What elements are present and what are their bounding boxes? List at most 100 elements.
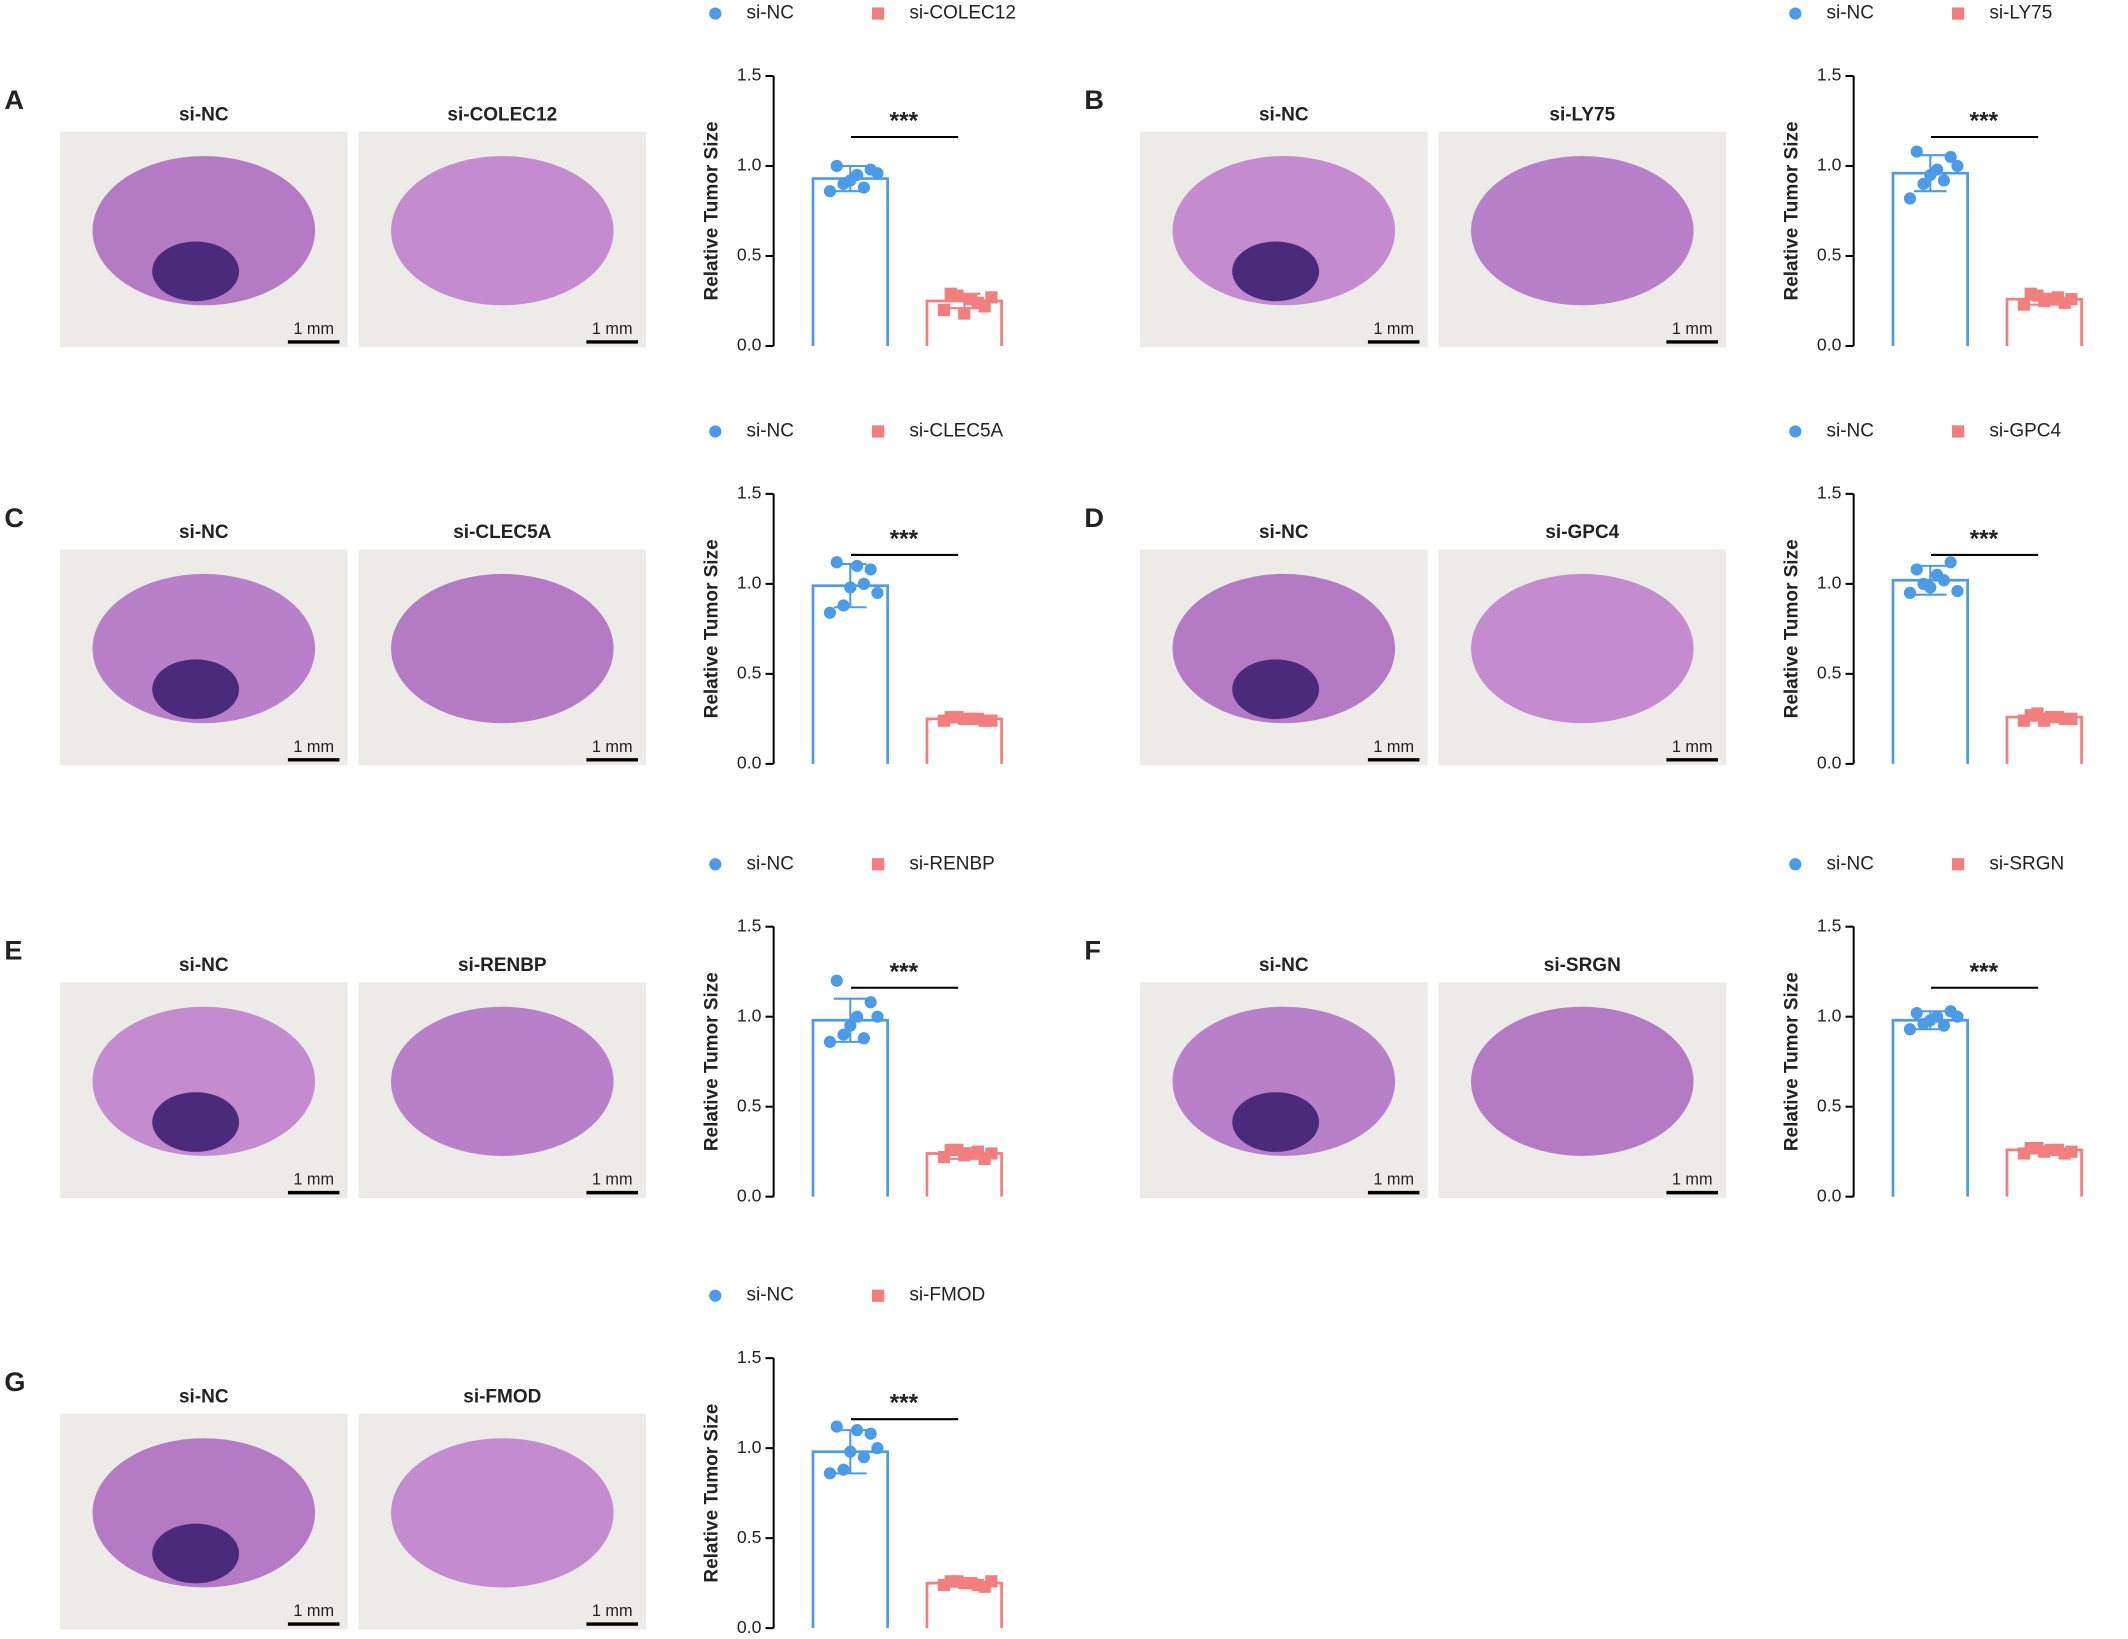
data-point — [2024, 709, 2037, 722]
data-point — [837, 1028, 850, 1041]
y-tick-label: 1.5 — [737, 483, 762, 503]
data-point — [830, 159, 843, 173]
data-point — [844, 174, 857, 187]
legend-marker — [872, 1289, 885, 1302]
tissue-section — [391, 573, 614, 724]
legend-marker — [709, 425, 722, 438]
tissue-section — [1471, 156, 1694, 306]
y-tick-label: 0.0 — [1817, 753, 1842, 773]
data-point — [830, 974, 843, 987]
legend-label: si-NC — [747, 1285, 794, 1306]
y-tick-label: 0.0 — [1817, 335, 1842, 355]
data-point — [1937, 174, 1950, 187]
data-point — [985, 1147, 998, 1160]
scale-label: 1 mm — [293, 1171, 334, 1189]
data-point — [958, 307, 971, 320]
legend-label: si-GPC4 — [1989, 420, 2061, 441]
image-title: si-NC — [179, 1387, 229, 1408]
significance-label: *** — [890, 1390, 919, 1417]
y-tick-label: 1.5 — [737, 1347, 762, 1367]
y-axis-label: Relative Tumor Size — [702, 539, 723, 718]
data-point — [971, 712, 984, 725]
image-title: si-COLEC12 — [447, 104, 557, 125]
data-point — [837, 1463, 850, 1476]
legend-label: si-NC — [1827, 420, 1874, 441]
y-tick-label: 1.0 — [1817, 155, 1842, 175]
y-tick-label: 0.5 — [737, 1527, 762, 1547]
scale-label: 1 mm — [592, 1171, 633, 1189]
y-tick-label: 1.5 — [737, 65, 762, 85]
tumor — [152, 659, 240, 720]
data-point — [871, 1010, 884, 1023]
data-point — [871, 1442, 884, 1455]
y-tick-label: 1.0 — [1817, 573, 1842, 593]
data-point — [985, 1575, 998, 1588]
data-point — [857, 1451, 870, 1464]
legend-label: si-RENBP — [909, 853, 994, 874]
scale-label: 1 mm — [1373, 738, 1414, 756]
data-point — [2017, 298, 2031, 311]
scale-label: 1 mm — [1373, 320, 1414, 338]
tumor — [152, 1523, 240, 1584]
panel-letter: C — [4, 502, 24, 533]
data-point — [1910, 563, 1923, 576]
legend-label: si-FMOD — [909, 1285, 985, 1306]
legend-label: si-CLEC5A — [909, 420, 1003, 441]
data-point — [823, 606, 837, 619]
legend-marker — [709, 1289, 722, 1302]
data-point — [1910, 1006, 1923, 1020]
image-title: si-CLEC5A — [453, 522, 551, 543]
data-point — [850, 1010, 864, 1023]
data-point — [985, 714, 998, 727]
tumor — [152, 241, 240, 302]
y-axis-label: Relative Tumor Size — [1782, 121, 1803, 300]
panel-letter: D — [1084, 502, 1104, 533]
y-tick-label: 0.0 — [1817, 1185, 1842, 1205]
legend-label: si-NC — [747, 3, 794, 24]
bar — [811, 1018, 889, 1197]
y-tick-label: 0.5 — [1817, 1095, 1842, 1115]
scale-label: 1 mm — [1373, 1171, 1414, 1189]
tumor — [1232, 659, 1320, 720]
y-tick-label: 1.0 — [737, 155, 762, 175]
y-axis-label: Relative Tumor Size — [702, 121, 723, 300]
y-tick-label: 0.0 — [737, 1617, 762, 1637]
legend-label: si-NC — [747, 420, 794, 441]
image-title: si-NC — [1259, 522, 1309, 543]
data-point — [2038, 1145, 2051, 1158]
data-point — [1951, 159, 1964, 173]
data-point — [823, 185, 837, 198]
image-title: si-NC — [179, 522, 229, 543]
y-tick-label: 0.0 — [737, 1185, 762, 1205]
scale-label: 1 mm — [293, 1602, 334, 1620]
y-axis-label: Relative Tumor Size — [702, 972, 723, 1151]
panel-letter: G — [4, 1366, 25, 1397]
significance-label: *** — [1970, 108, 1999, 135]
data-point — [1924, 168, 1937, 182]
tissue-section — [92, 573, 316, 724]
legend-marker — [1952, 858, 1965, 871]
legend-marker — [1952, 7, 1965, 20]
legend-label: si-NC — [747, 853, 794, 874]
image-title: si-RENBP — [458, 955, 547, 976]
tissue-section — [1172, 156, 1396, 306]
data-point — [2024, 1141, 2037, 1155]
y-tick-label: 0.5 — [737, 245, 762, 265]
data-point — [1903, 586, 1917, 599]
tumor — [1232, 241, 1320, 302]
data-point — [857, 1032, 870, 1045]
tissue-section — [92, 156, 316, 306]
legend-marker — [872, 858, 885, 871]
legend-label: si-SRGN — [1989, 853, 2064, 874]
bar — [1891, 1018, 1969, 1197]
scale-label: 1 mm — [592, 320, 633, 338]
data-point — [850, 1424, 864, 1437]
data-point — [844, 1445, 857, 1458]
data-point — [830, 556, 843, 569]
scale-label: 1 mm — [293, 738, 334, 756]
data-point — [971, 1578, 984, 1592]
data-point — [830, 1420, 843, 1433]
significance-label: *** — [890, 525, 919, 552]
data-point — [2065, 712, 2078, 725]
data-point — [2065, 293, 2078, 306]
